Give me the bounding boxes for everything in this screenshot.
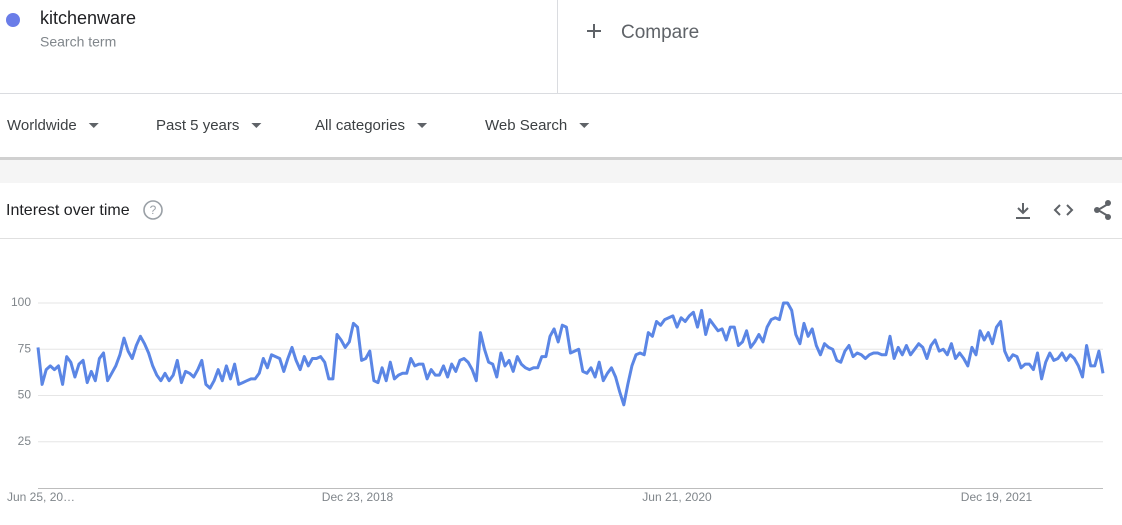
filter-dropdown[interactable]: Past 5 years	[156, 117, 239, 134]
y-tick-label: 50	[18, 388, 32, 402]
filter-dropdown[interactable]: All categories	[315, 117, 405, 134]
line-series	[36, 301, 1105, 407]
embed-icon[interactable]	[1053, 204, 1074, 216]
y-tick-label: 75	[18, 341, 32, 355]
help-icon-mark: ?	[150, 203, 157, 217]
x-tick-label: Dec 23, 2018	[322, 490, 394, 504]
dropdown-arrow	[88, 123, 99, 128]
term-label[interactable]: kitchenware	[40, 8, 136, 28]
x-tick-label: Jun 21, 2020	[642, 490, 712, 504]
dropdown-arrow	[579, 123, 590, 128]
dropdown-arrow	[417, 123, 428, 128]
shadow	[0, 157, 1122, 160]
download-icon[interactable]	[1016, 203, 1030, 219]
share-icon[interactable]	[1094, 200, 1111, 220]
card-title: Interest over time	[6, 202, 130, 219]
filter-dropdown[interactable]: Web Search	[485, 117, 567, 134]
band	[0, 160, 1122, 183]
dropdown-arrow	[251, 123, 262, 128]
term-sublabel: Search term	[40, 34, 116, 50]
term-dot	[6, 13, 20, 27]
compare-button[interactable]: Compare	[621, 22, 699, 43]
y-tick-label: 100	[11, 295, 31, 309]
help-icon[interactable]	[143, 200, 163, 220]
filter-dropdown[interactable]: Worldwide	[7, 117, 77, 134]
plus-icon[interactable]	[587, 24, 601, 38]
x-tick-label: Jun 25, 20…	[7, 490, 75, 504]
y-tick-label: 25	[18, 434, 32, 448]
x-tick-label: Dec 19, 2021	[961, 490, 1033, 504]
